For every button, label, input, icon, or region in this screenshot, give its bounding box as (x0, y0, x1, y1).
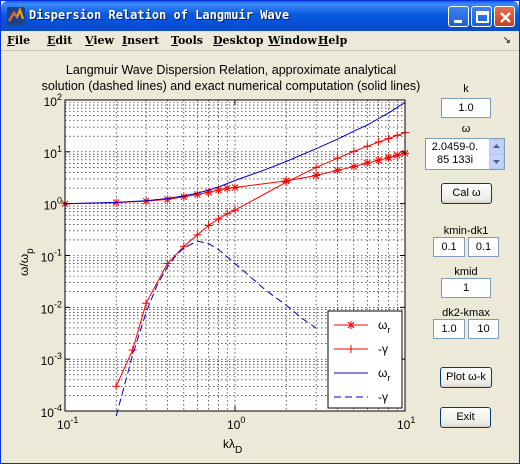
legend-marker-2 (347, 345, 355, 353)
arrow-down-icon (493, 160, 500, 164)
series-line-4 (115, 240, 317, 417)
menu-tools[interactable]: Tools (171, 34, 203, 47)
x-axis-label: kλD (223, 437, 242, 456)
star-marker-s1 (204, 188, 213, 197)
star-marker-s1 (374, 156, 383, 165)
matlab-figure-icon (7, 7, 25, 25)
x-tick-label: 10-1 (57, 415, 78, 432)
menu-bar: File Edit View Insert Tools Desktop Wind… (1, 31, 519, 51)
menu-desktop[interactable]: Desktop (213, 34, 264, 47)
y-tick-label: 102 (44, 92, 62, 109)
kmin-dk1-label: kmin-dk1 (443, 225, 489, 237)
y-tick-label: 10-3 (41, 351, 62, 368)
plus-marker-s2 (179, 242, 188, 251)
dk2-kmax-label: dk2-kmax (442, 307, 490, 319)
scroll-down-button[interactable] (489, 154, 504, 169)
kmin-input[interactable]: 0.1 (433, 237, 465, 257)
dk2-input[interactable]: 1.0 (433, 319, 465, 339)
plus-marker-s2 (384, 134, 393, 143)
cal-omega-button[interactable]: Cal ω (441, 183, 492, 204)
maximize-button[interactable] (471, 6, 492, 27)
omega-result-box[interactable]: 2.0459-0.85 133i (425, 138, 505, 170)
star-marker-s1 (231, 183, 239, 192)
plus-marker-s2 (142, 299, 151, 308)
k-input[interactable]: 1.0 (441, 98, 491, 118)
window-title: Dispersion Relation of Langmuir Wave (29, 8, 290, 22)
series-line-3 (64, 101, 406, 205)
plot-title-line1: Langmuir Wave Dispersion Relation, appro… (65, 63, 397, 77)
menu-file[interactable]: File (7, 34, 31, 47)
plus-marker-s2 (204, 221, 213, 230)
legend-marker-1 (347, 321, 355, 329)
star-marker-s1 (333, 166, 342, 175)
star-marker-s1 (312, 171, 321, 180)
omega-value: 2.0459-0.85 133i (431, 141, 479, 166)
y-tick-label: 10-1 (41, 248, 62, 265)
omega-label: ω (461, 123, 471, 135)
plot-omega-k-button[interactable]: Plot ω-k (440, 367, 492, 388)
kmid-input[interactable]: 1 (441, 278, 491, 298)
y-tick-label: 100 (44, 196, 62, 213)
plus-marker-s2 (214, 214, 223, 223)
plot-title-line2: solution (dashed lines) and exact numeri… (41, 79, 421, 93)
star-marker-s1 (363, 158, 372, 167)
menu-window[interactable]: Window (268, 34, 317, 47)
plus-marker-s2 (282, 178, 291, 187)
star-marker-s1 (223, 184, 232, 193)
menu-edit[interactable]: Edit (47, 34, 73, 47)
plus-marker-s2 (363, 142, 372, 151)
legend-box[interactable] (327, 310, 403, 409)
kmax-input[interactable]: 10 (468, 319, 499, 339)
kmid-label: kmid (454, 266, 478, 278)
close-icon (500, 12, 511, 23)
maximize-icon (476, 11, 489, 23)
minimize-button[interactable] (448, 6, 469, 27)
plus-marker-s2 (312, 163, 321, 172)
dock-arrow-icon[interactable]: ↘ (502, 35, 511, 46)
arrow-up-icon (493, 144, 500, 148)
plus-marker-s2 (163, 259, 172, 268)
legend-label-2: -γ (378, 342, 388, 356)
plus-marker-s2 (393, 131, 402, 140)
star-marker-s1 (384, 153, 393, 162)
plus-marker-s2 (223, 209, 232, 218)
legend-label-1: ωr (378, 318, 390, 335)
star-marker-s1 (214, 186, 223, 195)
star-marker-s1 (193, 190, 202, 199)
star-marker-s1 (179, 192, 188, 201)
y-tick-label: 10-2 (41, 299, 62, 316)
close-button[interactable] (494, 6, 515, 27)
menu-view[interactable]: View (85, 34, 114, 47)
dk1-input[interactable]: 0.1 (468, 237, 499, 257)
x-tick-label: 100 (227, 415, 245, 432)
plus-marker-s2 (112, 382, 121, 391)
plus-marker-s2 (193, 230, 202, 239)
plus-marker-s2 (231, 206, 239, 215)
legend-label-4: -γ (378, 390, 388, 404)
menu-insert[interactable]: Insert (122, 34, 160, 47)
y-tick-label: 10-4 (41, 403, 62, 420)
scroll-up-button[interactable] (489, 139, 504, 154)
minimize-icon (454, 20, 462, 23)
exit-button[interactable]: Exit (440, 407, 491, 428)
star-marker-s1 (393, 151, 402, 160)
plus-marker-s2 (374, 137, 383, 146)
menu-help[interactable]: Help (318, 34, 348, 47)
plus-marker-s2 (349, 147, 358, 156)
x-tick-label: 101 (397, 415, 415, 432)
legend-label-3: ωr (378, 366, 390, 383)
star-marker-s1 (349, 162, 358, 171)
y-axis-label: ω/ωp (17, 248, 36, 276)
title-bar[interactable]: Dispersion Relation of Langmuir Wave (1, 1, 519, 31)
star-marker-s1 (163, 195, 172, 204)
k-label: k (463, 83, 469, 95)
plus-marker-s2 (333, 154, 342, 163)
y-tick-label: 101 (44, 144, 62, 161)
plus-marker-s2 (128, 346, 137, 355)
